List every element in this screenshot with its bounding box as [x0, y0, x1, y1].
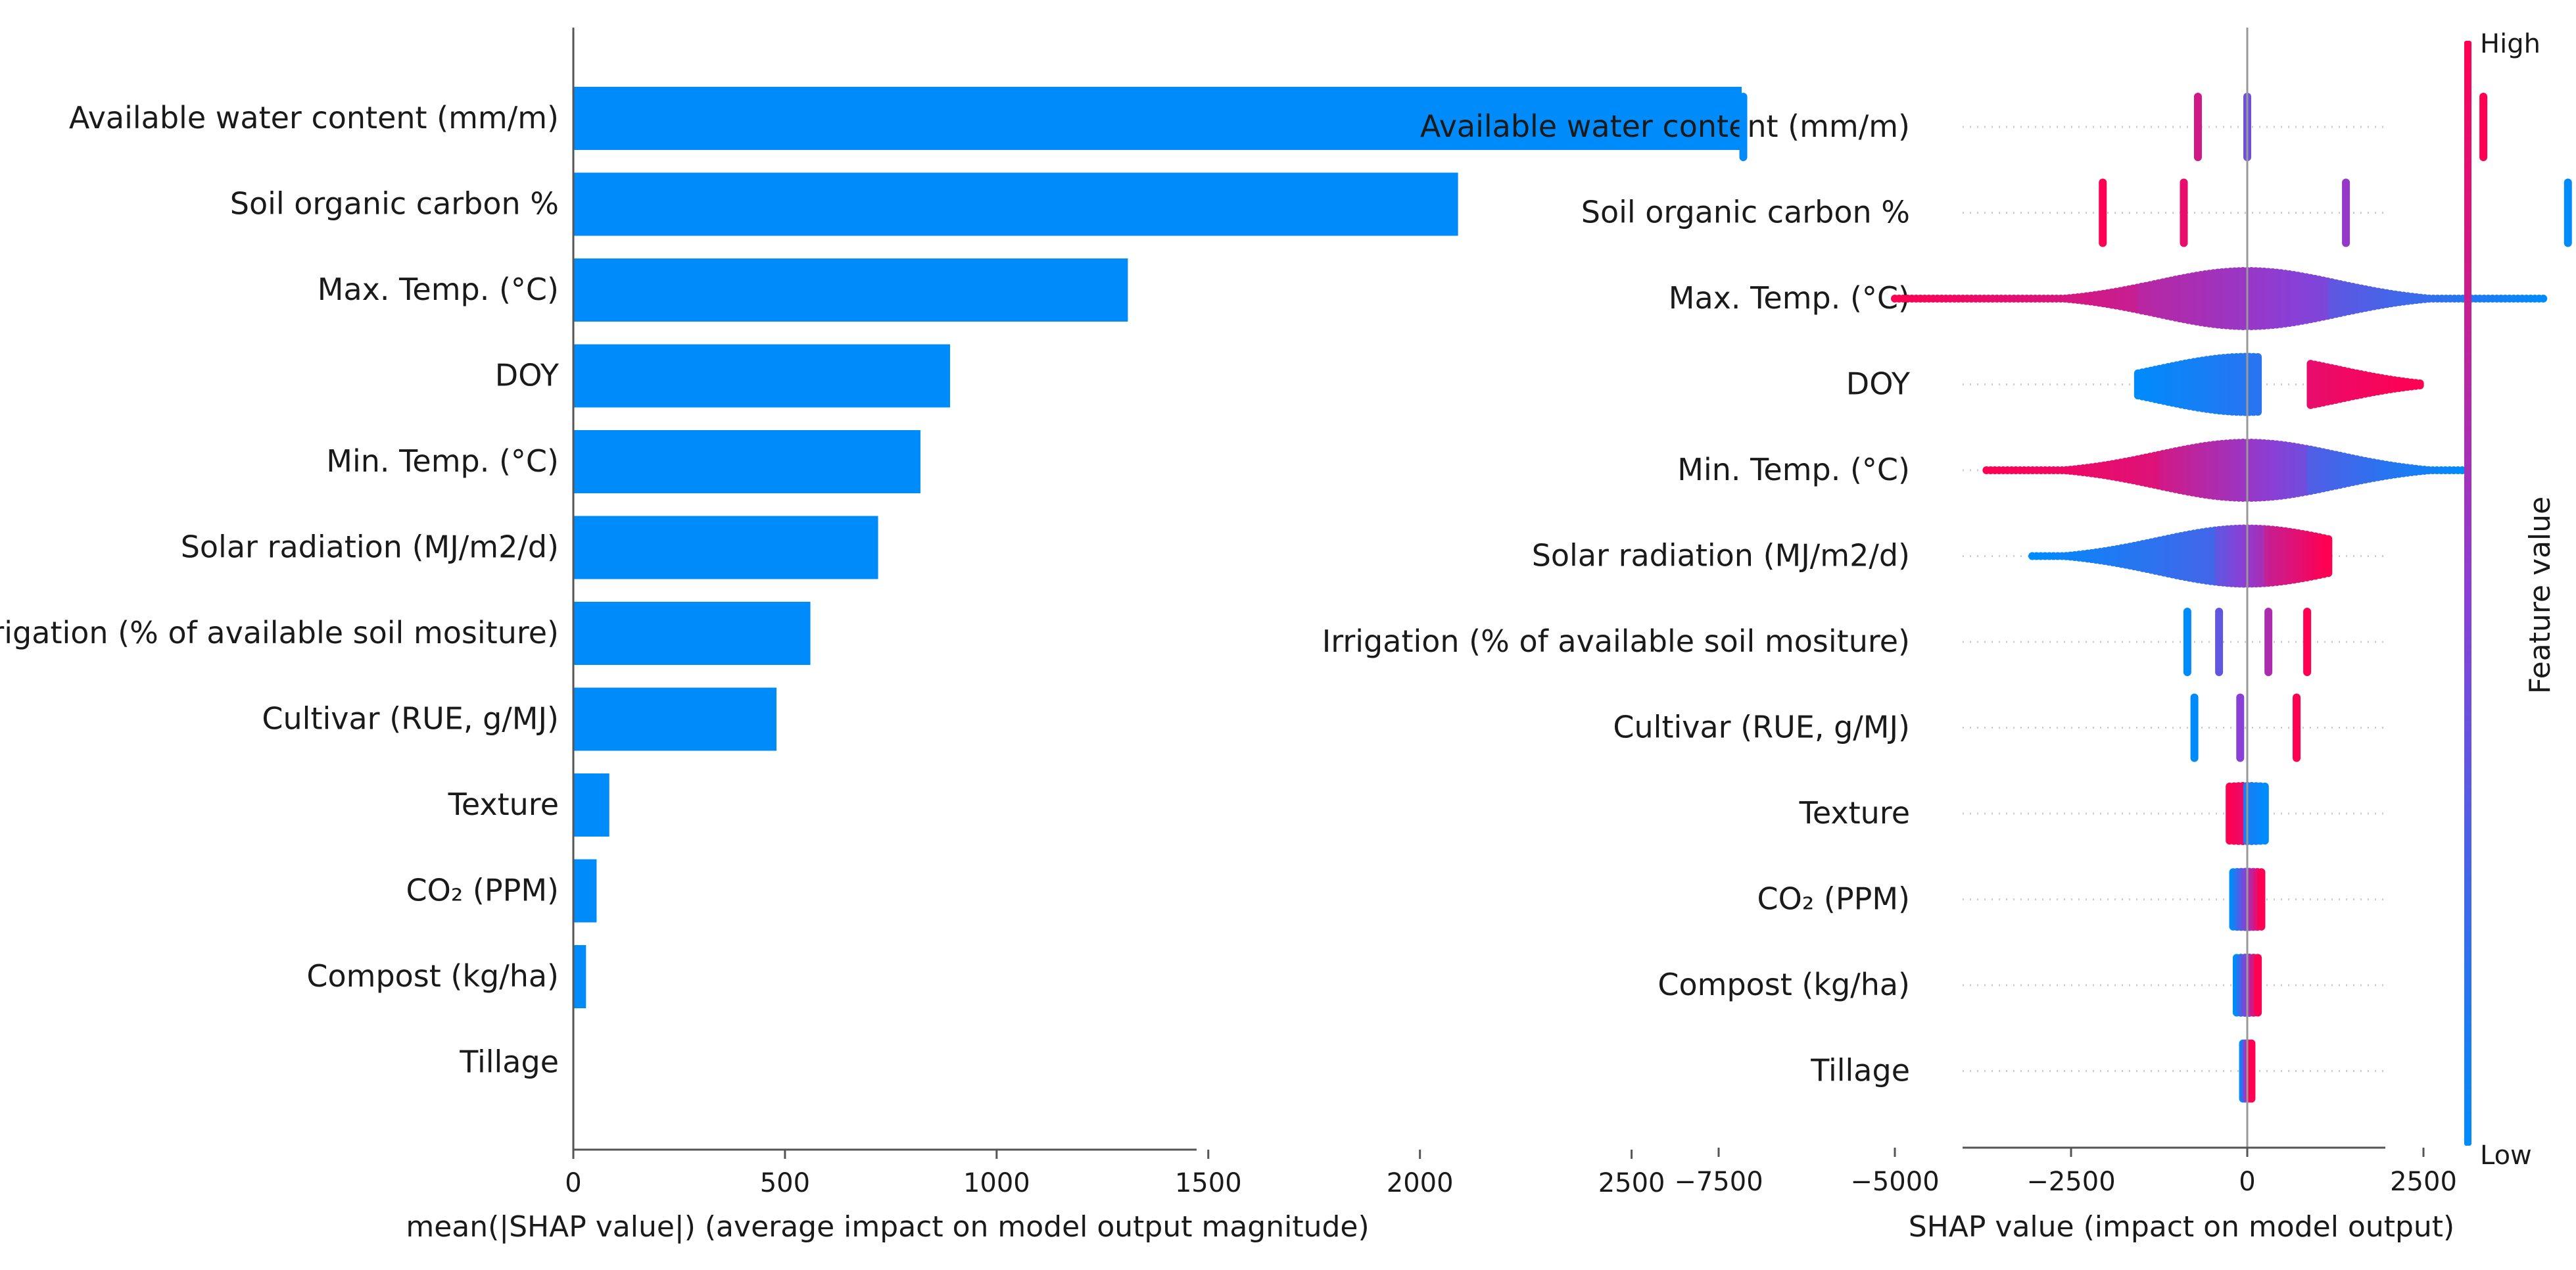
bar — [573, 773, 609, 837]
beeswarm-x-tick-label: −2500 — [2026, 1167, 2115, 1197]
bar — [573, 87, 1742, 150]
beeswarm-point-cluster — [2303, 608, 2312, 676]
bar-rows: Available water content (mm/m) Soil organ… — [0, 87, 1742, 1080]
beeswarm-x-ticks: −7500 −5000 −2500 0 2500 — [1674, 1148, 2457, 1197]
beeswarm-feature-label: Compost (kg/ha) — [1658, 967, 1910, 1002]
beeswarm-feature-label: Solar radiation (MJ/m2/d) — [1532, 538, 1910, 574]
feature-value-colorbar: High Low Feature value — [2464, 29, 2557, 1171]
beeswarm-point-cluster — [2564, 178, 2572, 247]
bar-category-label: Available water content (mm/m) — [69, 100, 559, 135]
bar — [573, 602, 811, 665]
beeswarm-point-cluster — [2099, 178, 2107, 247]
bar-category-label: Compost (kg/ha) — [306, 958, 559, 994]
bar — [573, 430, 920, 493]
beeswarm-x-tick-label: −5000 — [1850, 1167, 1939, 1197]
colorbar-title: Feature value — [2523, 497, 2557, 694]
beeswarm-chart-panel: Available water content (mm/m) Soil organ… — [1322, 28, 2572, 1244]
bar-x-tick-label: 1500 — [1175, 1168, 1242, 1198]
beeswarm-point-cluster — [2180, 178, 2188, 247]
beeswarm-x-tick-label: 2500 — [2390, 1167, 2457, 1197]
bar-x-tick-label: 2000 — [1387, 1168, 1454, 1198]
beeswarm-feature-label: Cultivar (RUE, g/MJ) — [1613, 710, 1910, 745]
bar — [573, 945, 586, 1008]
beeswarm-point-cluster — [2183, 608, 2191, 676]
colorbar-high-label: High — [2480, 29, 2540, 59]
bar — [573, 859, 597, 923]
beeswarm-point-cluster — [2193, 93, 2202, 161]
bar — [573, 516, 878, 579]
beeswarm-point-cluster — [2264, 608, 2273, 676]
beeswarm-feature-label: Max. Temp. (°C) — [1669, 280, 1910, 316]
bar-x-tick-label: 2500 — [1598, 1168, 1665, 1198]
beeswarm-point — [2254, 954, 2262, 1017]
bar-x-ticks: 0 500 1000 1500 2000 2500 — [565, 1150, 1665, 1198]
bar — [573, 687, 777, 751]
bar-x-tick-label: 0 — [565, 1168, 581, 1198]
bar-category-label: CO₂ (PPM) — [406, 873, 559, 908]
beeswarm-feature-label: CO₂ (PPM) — [1757, 881, 1910, 917]
beeswarm-point — [2260, 782, 2269, 845]
beeswarm-feature-label: Irrigation (% of available soil mositure… — [1322, 623, 1910, 659]
bar — [573, 344, 951, 408]
bar-category-label: Cultivar (RUE, g/MJ) — [262, 701, 559, 737]
beeswarm-feature-label: DOY — [1846, 366, 1911, 402]
bar — [573, 258, 1128, 322]
beeswarm-x-axis-label: SHAP value (impact on model output) — [1909, 1210, 2454, 1244]
bar-category-label: Soil organic carbon % — [230, 186, 559, 222]
beeswarm-feature-label: Texture — [1799, 795, 1910, 831]
beeswarm-rows: Available water content (mm/m) Soil organ… — [1322, 93, 2572, 1103]
bar-category-label: DOY — [495, 358, 560, 393]
beeswarm-point — [2257, 868, 2266, 931]
beeswarm-point-cluster — [2190, 693, 2199, 762]
bar-category-label: Min. Temp. (°C) — [326, 443, 559, 479]
beeswarm-feature-label: Min. Temp. (°C) — [1677, 452, 1910, 487]
beeswarm-point — [2416, 379, 2424, 390]
colorbar-low-label: Low — [2480, 1140, 2532, 1171]
bar-category-label: Irrigation (% of available soil mositure… — [0, 615, 559, 650]
beeswarm-x-tick-label: −7500 — [1674, 1167, 1763, 1197]
bar-category-label: Texture — [448, 787, 559, 822]
beeswarm-point — [2458, 466, 2466, 474]
beeswarm-point-cluster — [1739, 93, 1748, 161]
beeswarm-point — [2324, 535, 2333, 577]
beeswarm-point — [2247, 1039, 2256, 1103]
beeswarm-point-cluster — [2479, 93, 2488, 161]
beeswarm-x-tick-label: 0 — [2239, 1167, 2255, 1197]
beeswarm-point-cluster — [2342, 178, 2350, 247]
colorbar-gradient — [2464, 41, 2471, 1146]
beeswarm-feature-label: Tillage — [1810, 1053, 1910, 1088]
bar-category-label: Max. Temp. (°C) — [318, 272, 559, 307]
bar-category-label: Solar radiation (MJ/m2/d) — [181, 529, 559, 565]
bar-x-axis-label: mean(|SHAP value|) (average impact on mo… — [406, 1210, 1369, 1244]
beeswarm-point-cluster — [2215, 608, 2224, 676]
bar-chart-panel: Available water content (mm/m) Soil organ… — [0, 28, 1742, 1244]
beeswarm-point — [2539, 295, 2548, 303]
beeswarm-point — [2254, 353, 2262, 416]
bar-category-label: Tillage — [459, 1044, 559, 1080]
beeswarm-point-cluster — [2236, 693, 2245, 762]
bar — [573, 172, 1458, 236]
bar-x-tick-label: 1000 — [963, 1168, 1030, 1198]
beeswarm-feature-label: Soil organic carbon % — [1581, 195, 1910, 230]
beeswarm-feature-label: Available water content (mm/m) — [1420, 109, 1910, 144]
beeswarm-point-cluster — [2293, 693, 2301, 762]
bar-x-tick-label: 500 — [760, 1168, 810, 1198]
